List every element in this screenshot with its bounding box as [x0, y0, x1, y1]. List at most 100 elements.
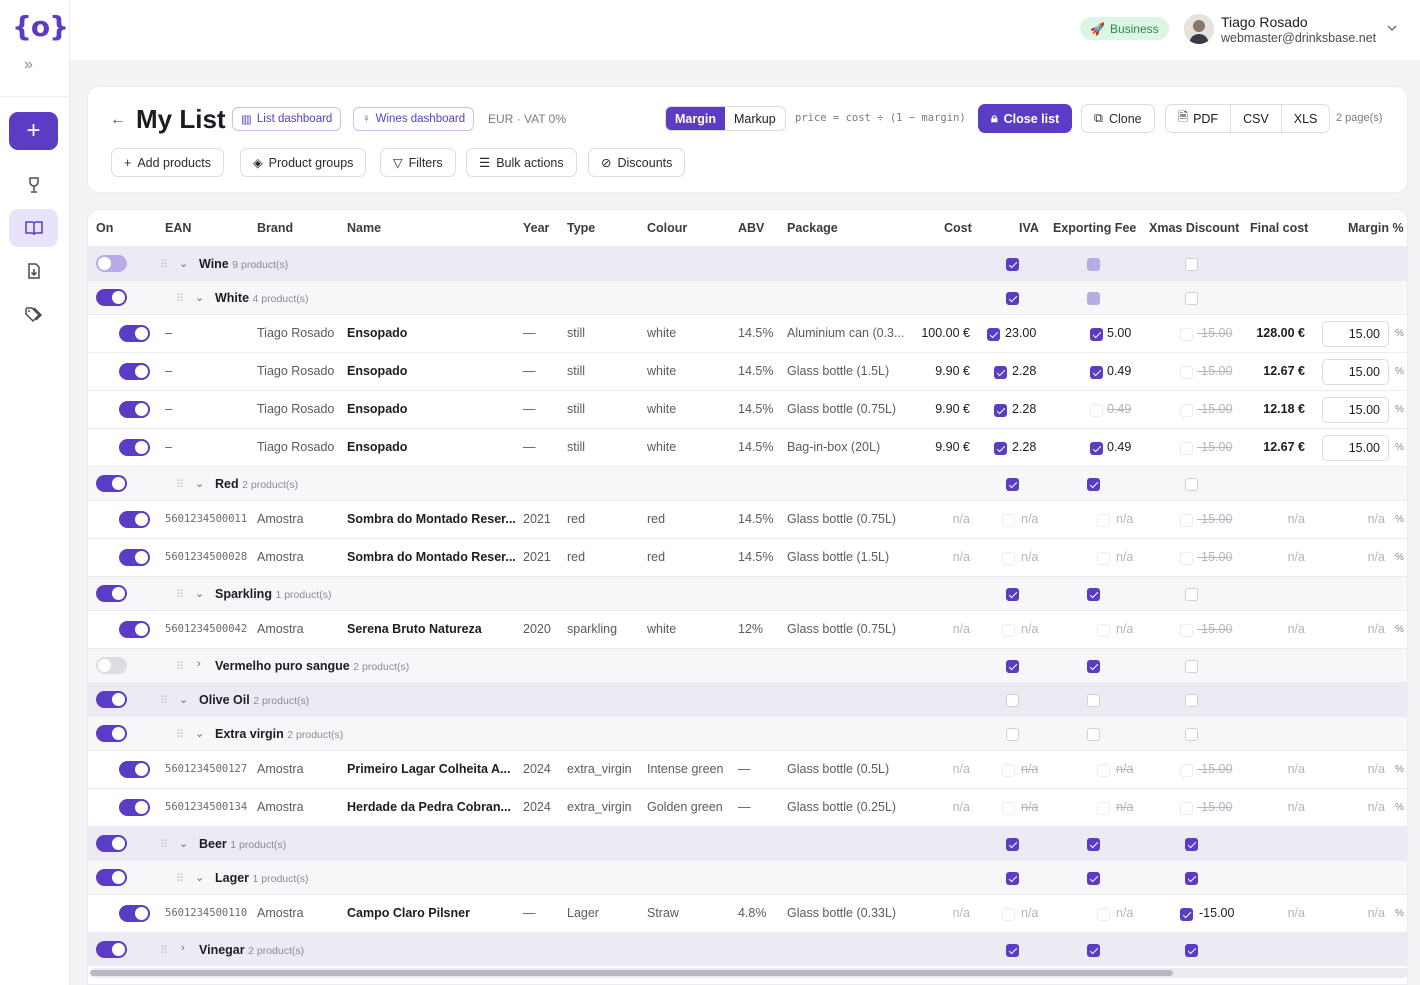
- iva-checkbox[interactable]: [1006, 258, 1019, 271]
- iva-checkbox[interactable]: [994, 442, 1007, 455]
- drag-handle-icon[interactable]: ⠿: [160, 839, 168, 851]
- col-margin[interactable]: Margin %: [1348, 221, 1404, 235]
- cell-name[interactable]: Ensopado: [347, 440, 408, 454]
- create-button[interactable]: +: [9, 112, 58, 150]
- xmas-checkbox[interactable]: [1180, 624, 1193, 637]
- iva-checkbox[interactable]: [1006, 728, 1019, 741]
- group-toggle[interactable]: [96, 657, 127, 674]
- xmas-checkbox[interactable]: [1185, 944, 1198, 957]
- fee-checkbox[interactable]: [1087, 694, 1100, 707]
- margin-input[interactable]: 15.00: [1322, 359, 1389, 385]
- fee-checkbox[interactable]: [1087, 872, 1100, 885]
- col-final-cost[interactable]: Final cost: [1250, 221, 1309, 235]
- cell-name[interactable]: Sombra do Montado Reser...: [347, 512, 516, 526]
- iva-checkbox[interactable]: [1002, 514, 1015, 527]
- fee-checkbox[interactable]: [1097, 764, 1110, 777]
- fee-checkbox[interactable]: [1087, 588, 1100, 601]
- chevron-down-icon[interactable]: ⌄: [195, 478, 205, 490]
- iva-checkbox[interactable]: [1002, 908, 1015, 921]
- col-type[interactable]: Type: [567, 221, 596, 235]
- iva-checkbox[interactable]: [1006, 588, 1019, 601]
- xmas-checkbox[interactable]: [1185, 478, 1198, 491]
- xmas-checkbox[interactable]: [1180, 442, 1193, 455]
- group-toggle[interactable]: [96, 725, 127, 742]
- xmas-checkbox[interactable]: [1180, 802, 1193, 815]
- mode-markup-option[interactable]: Markup: [733, 111, 776, 126]
- col-cost[interactable]: Cost: [944, 221, 972, 235]
- chevron-down-icon[interactable]: ⌄: [195, 728, 205, 740]
- discounts-button[interactable]: ⊘ Discounts: [588, 148, 686, 177]
- fee-checkbox[interactable]: [1097, 624, 1110, 637]
- iva-checkbox[interactable]: [1006, 872, 1019, 885]
- col-xmas-discount[interactable]: Xmas Discount: [1149, 221, 1240, 235]
- drag-handle-icon[interactable]: ⠿: [176, 589, 184, 601]
- product-groups-button[interactable]: ◈ Product groups: [240, 148, 367, 177]
- close-list-button[interactable]: 🔒︎ Close list: [978, 104, 1073, 133]
- xmas-checkbox[interactable]: [1185, 838, 1198, 851]
- xmas-checkbox[interactable]: [1180, 908, 1193, 921]
- drag-handle-icon[interactable]: ⠿: [160, 695, 168, 707]
- xmas-checkbox[interactable]: [1185, 588, 1198, 601]
- row-toggle[interactable]: [119, 621, 150, 638]
- drag-handle-icon[interactable]: ⠿: [176, 479, 184, 491]
- row-toggle[interactable]: [119, 799, 150, 816]
- row-toggle[interactable]: [119, 401, 150, 418]
- col-exporting-fee[interactable]: Exporting Fee: [1053, 221, 1137, 235]
- chevron-right-icon[interactable]: ›: [181, 942, 185, 954]
- drag-handle-icon[interactable]: ⠿: [160, 259, 168, 271]
- cell-name[interactable]: Herdade da Pedra Cobran...: [347, 800, 511, 814]
- mode-margin-option[interactable]: Margin: [666, 107, 725, 130]
- iva-checkbox[interactable]: [994, 404, 1007, 417]
- fee-checkbox[interactable]: [1087, 838, 1100, 851]
- iva-checkbox[interactable]: [1006, 292, 1019, 305]
- avatar[interactable]: [1184, 14, 1214, 44]
- fee-checkbox[interactable]: [1090, 366, 1103, 379]
- margin-input[interactable]: 15.00: [1322, 321, 1389, 347]
- drag-handle-icon[interactable]: ⠿: [176, 729, 184, 741]
- wines-dashboard-link[interactable]: ♀ Wines dashboard: [353, 107, 475, 131]
- iva-checkbox[interactable]: [994, 366, 1007, 379]
- filters-button[interactable]: ▽ Filters: [380, 148, 456, 177]
- group-toggle[interactable]: [96, 585, 127, 602]
- chevron-down-icon[interactable]: ⌄: [195, 292, 205, 304]
- xmas-checkbox[interactable]: [1180, 328, 1193, 341]
- row-toggle[interactable]: [119, 325, 150, 342]
- fee-checkbox[interactable]: [1087, 478, 1100, 491]
- fee-checkbox[interactable]: [1090, 442, 1103, 455]
- sidebar-item-lists[interactable]: [9, 209, 58, 247]
- clone-button[interactable]: ⧉ Clone: [1081, 104, 1155, 133]
- iva-checkbox[interactable]: [1006, 944, 1019, 957]
- group-toggle[interactable]: [96, 691, 127, 708]
- cell-name[interactable]: Primeiro Lagar Colheita A...: [347, 762, 511, 776]
- xmas-checkbox[interactable]: [1185, 728, 1198, 741]
- fee-checkbox[interactable]: [1097, 514, 1110, 527]
- iva-checkbox[interactable]: [1002, 764, 1015, 777]
- xmas-checkbox[interactable]: [1180, 552, 1193, 565]
- list-dashboard-link[interactable]: ▥ List dashboard: [232, 107, 342, 131]
- sidebar-item-imports[interactable]: [9, 252, 58, 290]
- chevron-down-icon[interactable]: ⌄: [179, 838, 189, 850]
- iva-checkbox[interactable]: [1006, 838, 1019, 851]
- xmas-checkbox[interactable]: [1180, 514, 1193, 527]
- fee-checkbox[interactable]: [1090, 404, 1103, 417]
- drag-handle-icon[interactable]: ⠿: [176, 661, 184, 673]
- scrollbar-thumb[interactable]: [90, 970, 1173, 976]
- fee-checkbox[interactable]: [1090, 328, 1103, 341]
- row-toggle[interactable]: [119, 549, 150, 566]
- horizontal-scrollbar[interactable]: [90, 968, 1408, 978]
- group-toggle[interactable]: [96, 869, 127, 886]
- col-brand[interactable]: Brand: [257, 221, 294, 235]
- back-arrow-icon[interactable]: ←: [110, 111, 126, 128]
- iva-checkbox[interactable]: [1002, 552, 1015, 565]
- cell-name[interactable]: Campo Claro Pilsner: [347, 906, 470, 920]
- row-toggle[interactable]: [119, 439, 150, 456]
- drag-handle-icon[interactable]: ⠿: [176, 293, 184, 305]
- group-toggle[interactable]: [96, 835, 127, 852]
- col-year[interactable]: Year: [523, 221, 550, 235]
- fee-checkbox[interactable]: [1097, 552, 1110, 565]
- sidebar-item-wines[interactable]: [9, 166, 58, 204]
- pricing-mode-toggle[interactable]: Margin Markup: [665, 106, 786, 131]
- xmas-checkbox[interactable]: [1180, 366, 1193, 379]
- xmas-checkbox[interactable]: [1185, 258, 1198, 271]
- chevron-down-icon[interactable]: ⌄: [179, 258, 189, 270]
